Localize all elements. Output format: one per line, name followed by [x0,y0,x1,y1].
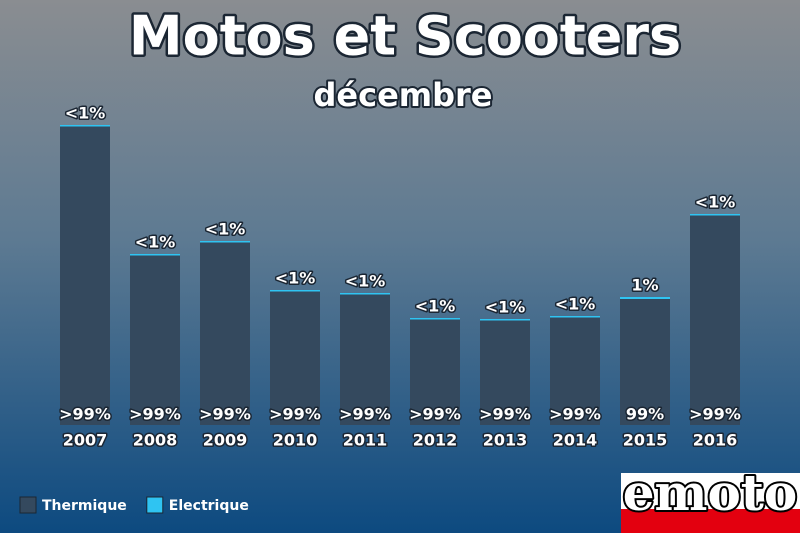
bar-segment [550,316,600,318]
bar-segment [130,254,180,256]
bar-segment [690,215,740,425]
value-label: >99% [269,405,321,424]
bar-segment [60,125,110,127]
chart-subtitle: décembre [313,76,492,114]
bar-segment [480,319,530,321]
x-tick-label: 2013 [483,431,528,450]
bar-segment [130,255,180,425]
bar-segment [340,293,390,295]
value-label: >99% [409,405,461,424]
legend-swatch [19,496,37,514]
x-tick-label: 2015 [623,431,668,450]
legend-label: Thermique [42,498,127,514]
legend-label: Electrique [169,498,249,514]
bar-segment [200,242,250,425]
value-label: 1% [631,276,658,295]
bar-segment [410,319,460,425]
value-label: <1% [485,298,526,317]
value-label: <1% [205,220,246,239]
x-tick-label: 2009 [203,431,248,450]
bar-segment [270,290,320,292]
value-label: >99% [479,405,531,424]
value-label: <1% [695,193,736,212]
legend-swatch [146,496,164,514]
chart-title: Motos et Scooters [129,5,681,68]
bar-segment [620,297,670,299]
bar-segment [550,317,600,425]
value-label: <1% [345,272,386,291]
logo-band [621,473,800,509]
value-label: <1% [415,297,456,316]
x-tick-label: 2007 [63,431,108,450]
value-label: <1% [65,104,106,123]
x-tick-label: 2012 [413,431,458,450]
value-label: >99% [549,405,601,424]
bar-segment [690,214,740,216]
value-label: <1% [135,233,176,252]
bar-segment [270,291,320,425]
value-label: >99% [129,405,181,424]
bar-segment [60,126,110,425]
x-tick-label: 2016 [693,431,738,450]
bar-segment [340,294,390,425]
value-label: >99% [689,405,741,424]
x-tick-label: 2010 [273,431,318,450]
bar-segment [620,299,670,425]
logo-text: emoto [623,463,798,522]
value-label: >99% [339,405,391,424]
x-tick-label: 2011 [343,431,388,450]
bar-segment [200,241,250,243]
value-label: <1% [275,269,316,288]
value-label: <1% [555,295,596,314]
bar-segment [410,318,460,320]
value-label: >99% [199,405,251,424]
x-tick-label: 2014 [553,431,598,450]
value-label: >99% [59,405,111,424]
logo: emoto [621,461,800,533]
x-tick-label: 2008 [133,431,178,450]
bar-segment [480,320,530,425]
value-label: 99% [626,405,664,424]
